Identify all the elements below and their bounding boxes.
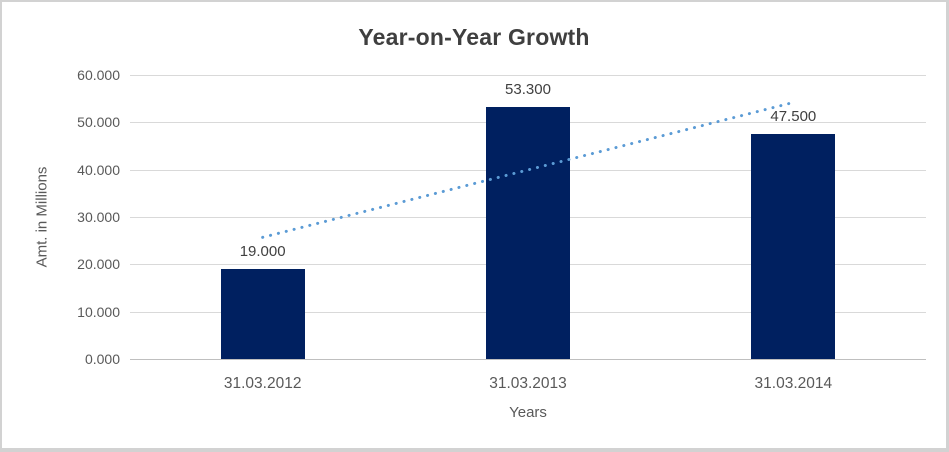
x-axis-line [130, 359, 926, 360]
trendline-line [261, 100, 795, 239]
y-axis-tick-labels: 0.000 10.000 20.000 30.000 40.000 50.000 60.00… [26, 67, 120, 367]
x-axis-tick-labels: 31.03.2012 31.03.2013 31.03.2014 [130, 375, 926, 395]
chart-title: Year-on-Year Growth [358, 24, 590, 50]
bar-31.03.2014 [751, 134, 836, 359]
plot-area: 19.000 53.300 47.500 [130, 75, 926, 360]
y-tick-label: 50.000 [77, 114, 120, 131]
x-tick-label: 31.03.2012 [223, 375, 302, 392]
y-tick-label: 60.000 [77, 67, 120, 83]
bar-value-label: 19.000 [239, 243, 286, 261]
x-tick-label: 31.03.2014 [754, 375, 833, 392]
y-tick-label: 10.000 [77, 303, 120, 320]
y-tick-label: 40.000 [77, 161, 120, 178]
bar-value-label: 53.300 [505, 80, 551, 98]
bar-31.03.2013 [486, 106, 570, 359]
y-tick-label: 0.000 [84, 351, 120, 367]
y-tick-label: 30.000 [77, 209, 120, 225]
x-axis-title: Years [509, 404, 547, 421]
x-tick-label: 31.03.2013 [489, 375, 567, 392]
y-tick-label: 20.000 [77, 256, 120, 273]
bar-31.03.2012 [220, 269, 305, 359]
bar-value-label: 47.500 [770, 108, 817, 126]
gridline [130, 75, 926, 76]
